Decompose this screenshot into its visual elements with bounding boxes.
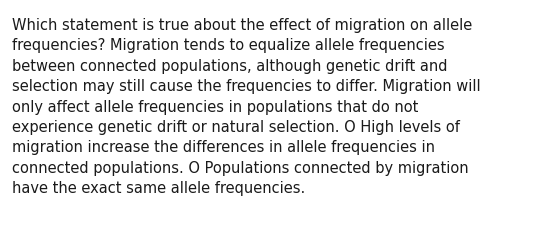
Text: Which statement is true about the effect of migration on allele
frequencies? Mig: Which statement is true about the effect… xyxy=(12,18,480,195)
